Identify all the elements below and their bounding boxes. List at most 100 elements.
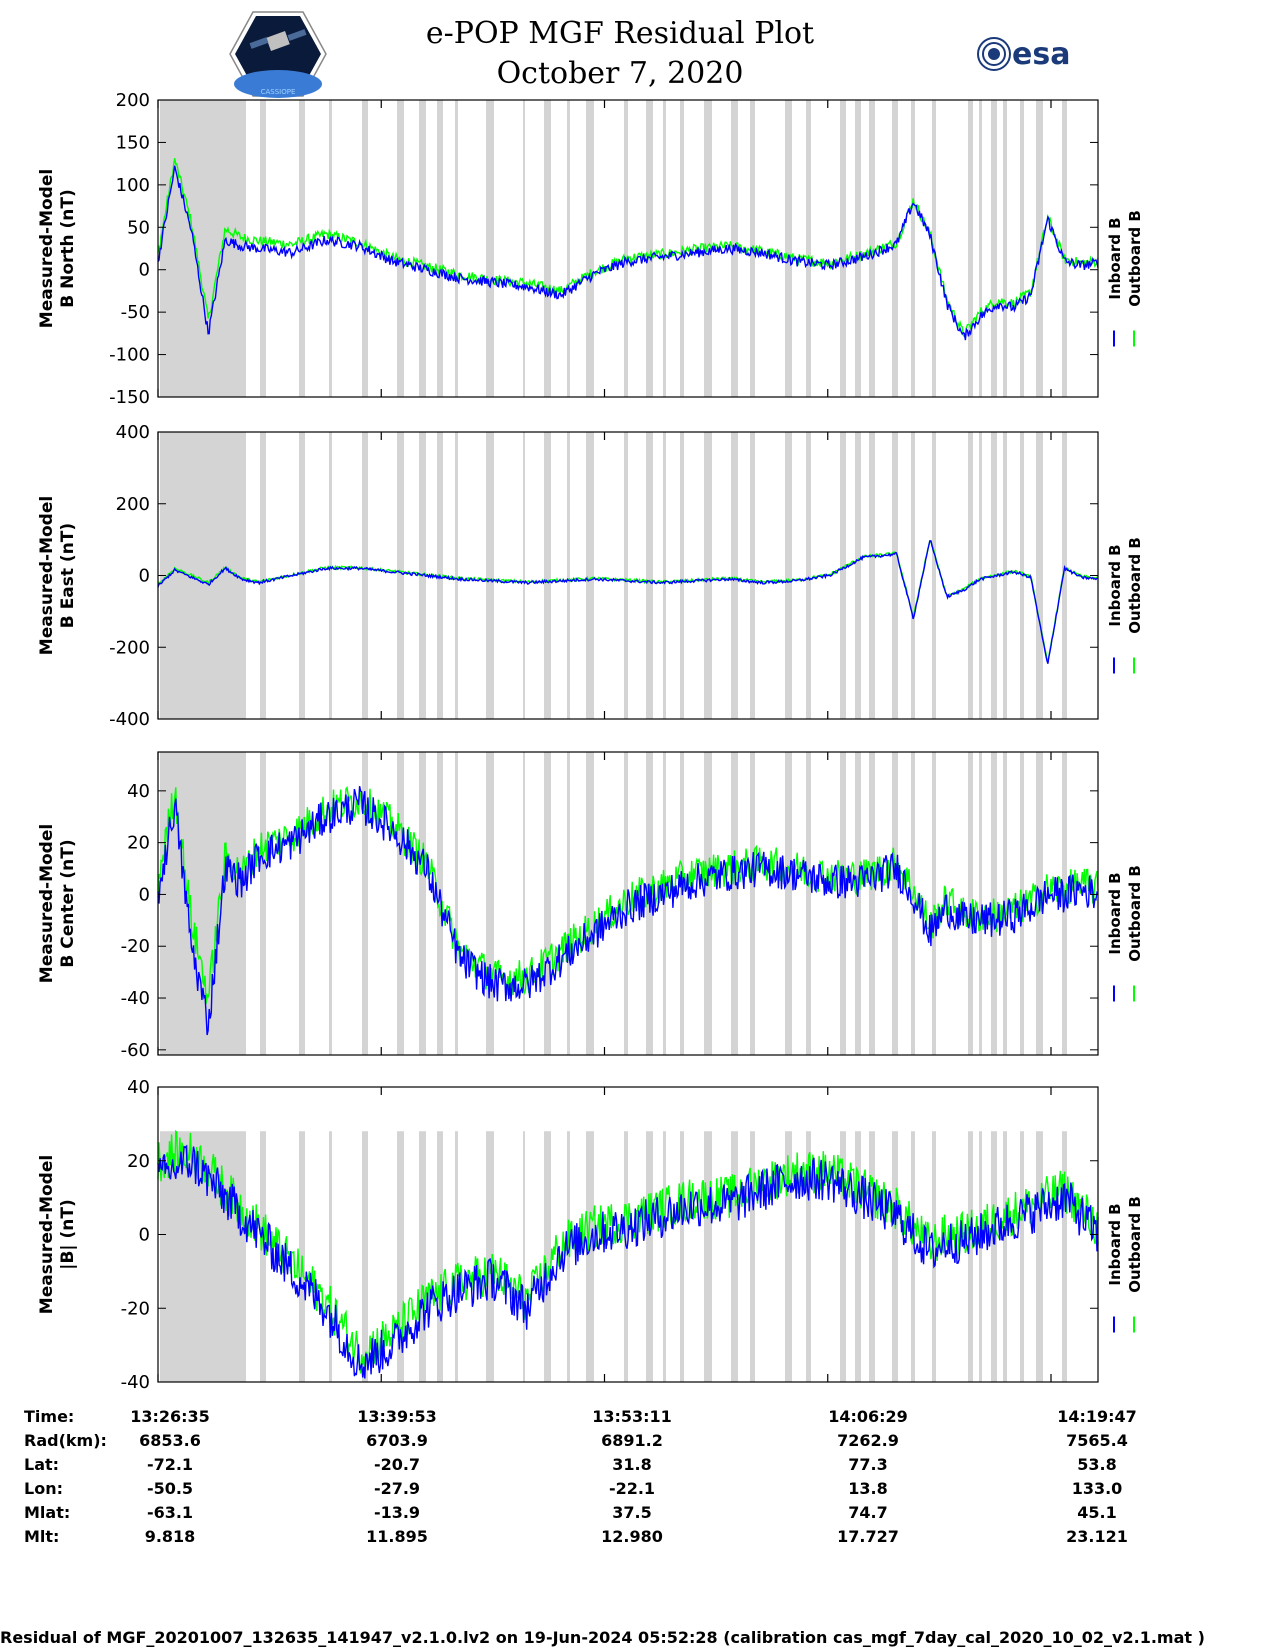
shaded-stripe bbox=[806, 1131, 811, 1382]
info-row-label: Lat: bbox=[24, 1455, 59, 1474]
shaded-stripe bbox=[968, 1131, 973, 1382]
shaded-stripe bbox=[731, 1131, 738, 1382]
shaded-stripe bbox=[911, 1131, 915, 1382]
shaded-stripe bbox=[567, 1131, 570, 1382]
y-axis-label: Measured-ModelB North (nT) bbox=[37, 169, 78, 328]
shaded-stripe bbox=[362, 752, 368, 1055]
info-row-label: Mlt: bbox=[24, 1527, 59, 1546]
info-cell: 6891.2 bbox=[601, 1431, 663, 1450]
shaded-stripe bbox=[840, 100, 846, 397]
shaded-stripe bbox=[806, 100, 811, 397]
shaded-stripe bbox=[750, 432, 755, 719]
shaded-stripe bbox=[299, 752, 305, 1055]
y-tick-label: 200 bbox=[116, 494, 150, 515]
shaded-stripe bbox=[624, 1131, 628, 1382]
plot-title: e-POP MGF Residual Plot October 7, 2020 bbox=[380, 14, 860, 94]
info-cell: 13:26:35 bbox=[130, 1407, 210, 1426]
shaded-stripe bbox=[397, 1131, 404, 1382]
info-row-label: Rad(km): bbox=[24, 1431, 107, 1450]
shaded-stripe bbox=[523, 100, 525, 397]
shaded-stripe bbox=[869, 432, 875, 719]
shaded-stripe bbox=[731, 432, 738, 719]
shaded-stripe bbox=[419, 1131, 426, 1382]
shaded-stripe bbox=[544, 432, 551, 719]
legend-outboard-label: Outboard B bbox=[1126, 210, 1144, 307]
y-tick-label: 0 bbox=[139, 884, 150, 905]
shaded-stripe bbox=[892, 1131, 898, 1382]
panel-frame bbox=[157, 99, 1099, 398]
shaded-stripe bbox=[362, 432, 368, 719]
shaded-stripe bbox=[785, 752, 792, 1055]
y-axis-label: Measured-ModelB East (nT) bbox=[37, 496, 78, 655]
y-axis-label: Measured-Model|B| (nT) bbox=[37, 1155, 78, 1314]
y-tick-label: 150 bbox=[116, 132, 150, 153]
info-cell: 14:19:47 bbox=[1057, 1407, 1137, 1426]
info-cell: 77.3 bbox=[848, 1455, 887, 1474]
shaded-stripe bbox=[680, 752, 684, 1055]
shaded-stripe bbox=[663, 1131, 666, 1382]
shaded-stripe bbox=[731, 752, 738, 1055]
plot-title-line1: e-POP MGF Residual Plot bbox=[425, 16, 815, 51]
y-tick-label: 0 bbox=[139, 260, 150, 281]
legend-outboard-label: Outboard B bbox=[1126, 1196, 1144, 1293]
shaded-stripe bbox=[586, 100, 594, 397]
shaded-stripe bbox=[680, 432, 684, 719]
shaded-stripe bbox=[892, 100, 898, 397]
shaded-stripe bbox=[240, 752, 246, 1055]
shaded-stripe bbox=[932, 752, 936, 1055]
shaded-stripe bbox=[750, 1131, 755, 1382]
inboard-series-line bbox=[157, 786, 1099, 1036]
shaded-stripe bbox=[397, 432, 404, 719]
shaded-stripe bbox=[455, 100, 458, 397]
shaded-stripe bbox=[806, 752, 811, 1055]
shaded-stripe bbox=[911, 432, 915, 719]
shaded-stripe bbox=[968, 100, 973, 397]
y-axis-label-line2: |B| (nT) bbox=[58, 1199, 78, 1270]
y-tick-label: -400 bbox=[109, 709, 150, 730]
shaded-stripe bbox=[329, 1131, 332, 1382]
y-tick-label: 40 bbox=[127, 781, 150, 802]
shaded-stripe bbox=[785, 1131, 792, 1382]
shaded-stripe bbox=[1003, 100, 1007, 397]
shaded-stripe bbox=[1003, 1131, 1007, 1382]
shaded-stripe bbox=[663, 100, 666, 397]
y-tick-label: 0 bbox=[139, 1225, 150, 1246]
shaded-stripe bbox=[329, 752, 332, 1055]
shaded-stripe bbox=[646, 432, 653, 719]
shaded-stripe bbox=[624, 432, 628, 719]
info-cell: 7262.9 bbox=[837, 1431, 899, 1450]
shaded-stripe bbox=[624, 100, 628, 397]
shaded-stripe bbox=[240, 432, 246, 719]
shaded-stripe bbox=[397, 100, 404, 397]
info-cell: 13:53:11 bbox=[592, 1407, 672, 1426]
footer-note: Residual of MGF_20201007_132635_141947_v… bbox=[0, 1628, 1205, 1647]
shaded-stripe bbox=[240, 100, 246, 397]
info-cell: -22.1 bbox=[609, 1479, 655, 1498]
shaded-stripe bbox=[260, 1131, 266, 1382]
shaded-stripe bbox=[397, 752, 404, 1055]
shaded-stripe bbox=[1003, 752, 1007, 1055]
shaded-stripe bbox=[911, 100, 915, 397]
shaded-stripe bbox=[979, 100, 982, 397]
shaded-stripe bbox=[991, 100, 997, 397]
shaded-stripe bbox=[806, 432, 811, 719]
shaded-stripe bbox=[544, 1131, 551, 1382]
shaded-stripe bbox=[892, 432, 898, 719]
shaded-stripe bbox=[1003, 432, 1007, 719]
info-cell: -72.1 bbox=[147, 1455, 193, 1474]
info-cell: 6853.6 bbox=[139, 1431, 201, 1450]
panel-1: 200 150 100 50 0 -50 -100 -150 Measured-ModelB N… bbox=[37, 90, 1144, 408]
info-cell: 45.1 bbox=[1077, 1503, 1116, 1522]
shaded-stripe bbox=[646, 100, 653, 397]
y-tick-label: 0 bbox=[139, 566, 150, 587]
inboard-series-line bbox=[157, 165, 1099, 341]
shaded-stripe bbox=[455, 432, 458, 719]
y-tick-label: -20 bbox=[121, 936, 150, 957]
shaded-stripe bbox=[329, 432, 332, 719]
panel-frame bbox=[157, 751, 1099, 1056]
y-axis-label-line1: Measured-Model bbox=[37, 496, 57, 655]
y-tick-label: -20 bbox=[121, 1298, 150, 1319]
y-tick-label: 20 bbox=[127, 833, 150, 854]
info-cell: -20.7 bbox=[374, 1455, 420, 1474]
